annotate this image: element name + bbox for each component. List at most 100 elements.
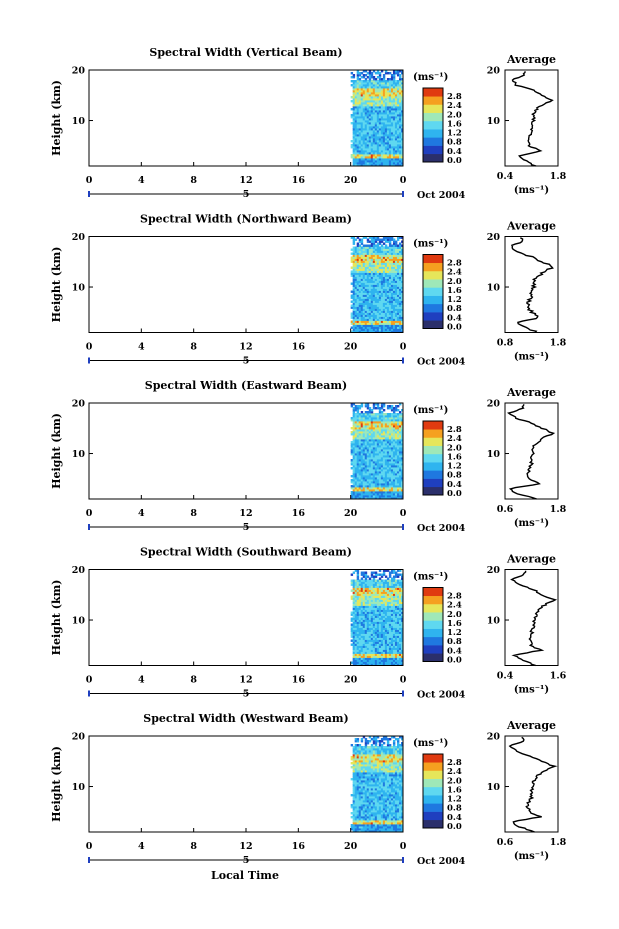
heatmap-cell [378, 615, 382, 618]
heatmap-cell [372, 80, 376, 83]
heatmap-cell [390, 128, 394, 131]
heatmap-cell [398, 645, 402, 648]
heatmap-cell [354, 296, 358, 299]
heatmap-cell [352, 603, 356, 606]
heatmap-cell [374, 627, 378, 630]
heatmap-cell [360, 126, 364, 129]
heatmap-cell [386, 302, 390, 305]
heatmap-cell [390, 651, 394, 654]
heatmap-cell [360, 310, 364, 313]
heatmap-cell [370, 581, 374, 584]
heatmap-cell [358, 425, 362, 428]
heatmap-cell [368, 441, 372, 444]
heatmap-cell [388, 431, 392, 434]
heatmap-cell [358, 278, 362, 281]
heatmap-cell [378, 437, 382, 440]
heatmap-cell [400, 469, 404, 472]
heatmap-cell [360, 284, 364, 287]
heatmap-cell [362, 288, 366, 291]
heatmap-cell [372, 304, 376, 307]
heatmap-cell [398, 310, 402, 313]
heatmap-cell [390, 493, 394, 496]
heatmap-cell [360, 96, 364, 99]
heatmap-cell [382, 445, 386, 448]
heatmap-cell [360, 427, 364, 430]
heatmap-cell [370, 457, 374, 460]
heatmap-cell [370, 282, 374, 285]
heatmap-cell [366, 160, 370, 163]
heatmap-cell [380, 272, 384, 275]
heatmap-cell [392, 413, 396, 416]
heatmap-cell [362, 633, 366, 636]
heatmap-cell [376, 250, 380, 253]
heatmap-cell [382, 252, 386, 255]
heatmap-cell [384, 589, 388, 592]
heatmap-cell [374, 629, 378, 632]
heatmap-cell [378, 296, 382, 299]
heatmap-cell [394, 647, 398, 650]
heatmap-cell [370, 108, 374, 111]
heatmap-cell [400, 627, 404, 630]
heatmap-cell [356, 126, 360, 129]
heatmap-cell [394, 583, 398, 586]
heatmap-cell [368, 627, 372, 630]
heatmap-cell [358, 304, 362, 307]
heatmap-cell [374, 116, 378, 119]
heatmap-cell [384, 451, 388, 454]
heatmap-cell [376, 112, 380, 115]
heatmap-cell [400, 417, 404, 420]
heatmap-cell [354, 154, 358, 157]
heatmap-cell [386, 288, 390, 291]
heatmap-cell [366, 292, 370, 295]
heatmap-cell [364, 250, 368, 253]
heatmap-cell [378, 631, 382, 634]
heatmap-cell [400, 607, 404, 610]
heatmap-cell [392, 577, 396, 580]
heatmap-cell [384, 104, 388, 107]
heatmap-cell [372, 647, 376, 650]
heatmap-cell [396, 447, 400, 450]
heatmap-cell [390, 581, 394, 584]
heatmap-cell [374, 322, 378, 325]
heatmap-cell [400, 292, 404, 295]
heatmap-cell [356, 310, 360, 313]
heatmap-cell [354, 583, 358, 586]
heatmap-cell [388, 605, 392, 608]
heatmap-cell [358, 597, 362, 600]
heatmap-cell [384, 270, 388, 273]
heatmap-cell [388, 144, 392, 147]
heatmap-cell [374, 160, 378, 163]
heatmap-cell [362, 100, 366, 103]
heatmap-cell [388, 627, 392, 630]
heatmap-cell [358, 435, 362, 438]
heatmap-cell [376, 449, 380, 452]
heatmap-cell [382, 485, 386, 488]
heatmap-cell [356, 258, 360, 261]
heatmap-cell [356, 579, 360, 582]
heatmap-cell [376, 254, 380, 257]
heatmap-cell [384, 154, 388, 157]
heatmap-cell [398, 306, 402, 309]
heatmap-cell [372, 635, 376, 638]
heatmap-cell [396, 306, 400, 309]
heatmap-cell [394, 615, 398, 618]
heatmap-cell [378, 266, 382, 269]
heatmap-cell [358, 631, 362, 634]
heatmap-cell [378, 300, 382, 303]
heatmap-cell [394, 124, 398, 127]
heatmap-cell [368, 96, 372, 99]
heatmap-cell [354, 238, 358, 241]
heatmap-cell [396, 248, 400, 251]
heatmap-cell [384, 463, 388, 466]
heatmap-cell [366, 645, 370, 648]
heatmap-cell [364, 144, 368, 147]
heatmap-cell [354, 467, 358, 470]
heatmap-cell [360, 318, 364, 321]
heatmap-cell [374, 655, 378, 658]
heatmap-cell [398, 112, 402, 115]
heatmap-cell [366, 314, 370, 317]
heatmap-cell [396, 437, 400, 440]
heatmap-cell [378, 447, 382, 450]
heatmap-cell [366, 262, 370, 265]
heatmap-cell [382, 573, 386, 576]
